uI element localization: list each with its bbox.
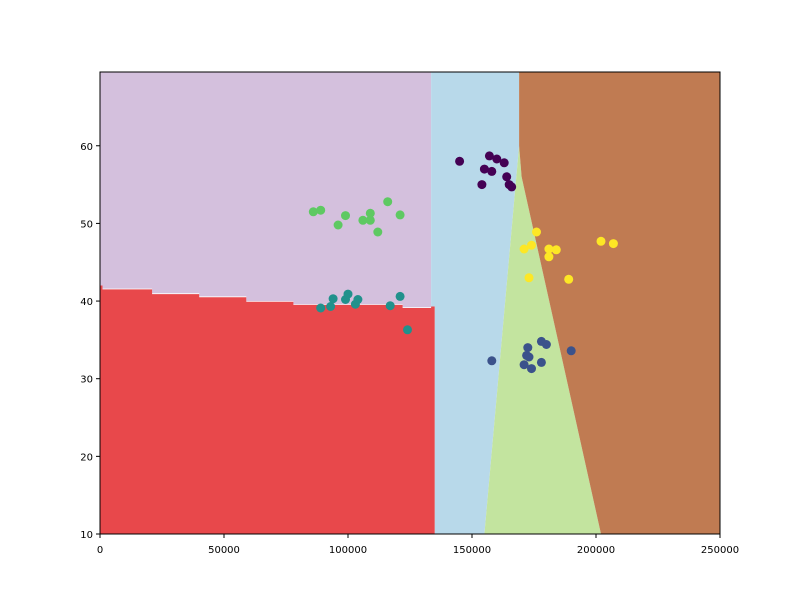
plot-frame: [99, 71, 721, 535]
data-point-series-3: [385, 301, 395, 311]
data-point-series-4: [365, 215, 375, 225]
y-tick-label: 40: [80, 297, 93, 308]
data-point-series-4: [395, 210, 405, 220]
data-point-series-4: [383, 197, 393, 207]
decision-regions: [100, 72, 720, 534]
data-point-series-5: [524, 273, 534, 283]
region-red: [100, 285, 435, 534]
data-point-series-2: [566, 346, 576, 356]
data-point-series-3: [353, 295, 363, 304]
data-point-series-1: [455, 156, 465, 166]
x-tick-label: 100000: [329, 545, 367, 556]
data-point-series-5: [551, 245, 561, 255]
data-point-series-4: [316, 205, 326, 215]
data-point-series-5: [544, 244, 554, 254]
region-light-blue: [431, 72, 520, 534]
data-point-series-3: [395, 291, 405, 301]
data-point-series-4: [373, 227, 383, 237]
data-point-series-5: [527, 240, 536, 250]
data-point-series-4: [365, 208, 375, 218]
data-point-series-3: [328, 294, 338, 304]
y-tick-label: 60: [80, 142, 93, 153]
y-axis: 10 20 30 40 50 60: [80, 142, 100, 541]
data-point-series-4: [341, 211, 350, 221]
data-point-series-1: [487, 166, 497, 176]
data-point-series-5: [608, 239, 618, 249]
data-point-series-2: [487, 356, 497, 366]
data-point-series-4: [358, 215, 368, 225]
data-point-series-1: [507, 182, 517, 192]
y-tick-label: 10: [80, 530, 93, 541]
data-point-series-5: [532, 227, 541, 237]
data-point-series-3: [326, 302, 336, 311]
data-point-series-5: [544, 252, 554, 262]
data-point-series-2: [541, 340, 551, 349]
region-brown: [519, 72, 720, 534]
x-tick-label: 250000: [701, 545, 739, 556]
data-point-series-4: [308, 207, 318, 217]
data-point-series-2: [527, 364, 536, 374]
x-tick-label: 50000: [208, 545, 240, 556]
data-point-series-1: [484, 151, 494, 161]
data-point-series-2: [523, 343, 533, 353]
data-point-series-2: [524, 352, 534, 362]
data-point-series-4: [333, 220, 343, 230]
data-point-series-1: [492, 154, 502, 164]
x-tick-label: 200000: [577, 545, 615, 556]
data-point-series-5: [596, 236, 606, 246]
data-point-series-1: [479, 164, 489, 174]
data-point-series-2: [536, 357, 546, 367]
data-point-series-5: [519, 244, 529, 254]
data-point-series-3: [316, 303, 326, 313]
y-tick-label: 20: [80, 452, 93, 463]
data-point-series-3: [403, 325, 412, 335]
region-lavender: [100, 72, 432, 308]
data-point-series-3: [343, 289, 353, 299]
y-tick-label: 50: [80, 219, 93, 230]
y-tick-label: 30: [80, 375, 93, 386]
x-tick-label: 150000: [453, 545, 491, 556]
data-point-series-2: [519, 360, 529, 370]
data-point-series-1: [502, 172, 512, 182]
x-axis: 0 50000 100000 150000 200000 250000: [97, 534, 739, 556]
scatter-points: [308, 151, 618, 374]
data-point-series-1: [477, 180, 487, 190]
data-point-series-1: [499, 158, 509, 168]
x-tick-label: 0: [97, 545, 103, 556]
data-point-series-5: [564, 274, 574, 284]
